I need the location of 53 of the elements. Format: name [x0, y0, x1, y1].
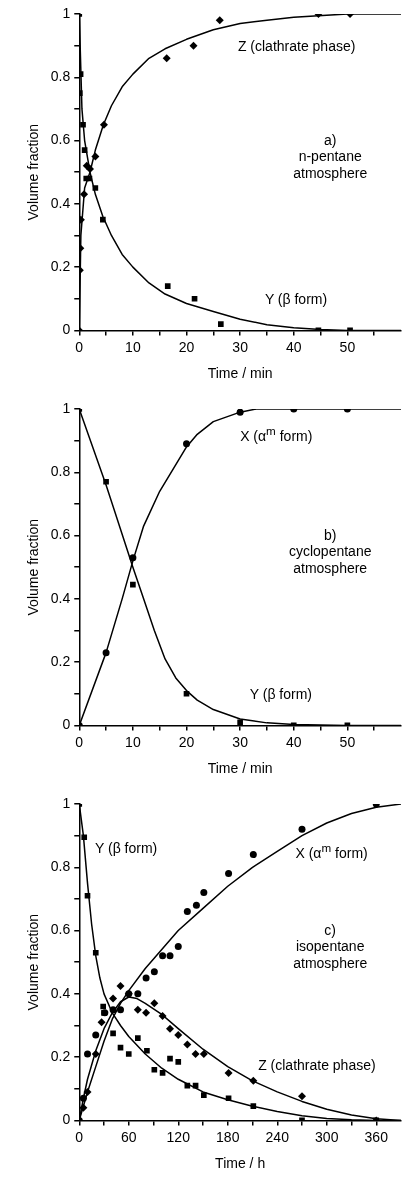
- x-tick-label: 50: [339, 733, 356, 750]
- y-tick-label: 0.4: [50, 984, 71, 1001]
- y-tick-label: 0.2: [50, 1047, 71, 1064]
- y-tick-label: 1: [62, 4, 71, 21]
- x-tick-label: 20: [178, 733, 195, 750]
- x-axis-title: Time / min: [207, 365, 273, 382]
- x-tick-label: 60: [120, 1128, 137, 1145]
- x-tick-label: 180: [216, 1128, 240, 1145]
- x-tick-label: 240: [265, 1128, 290, 1145]
- annotation: c) isopentane atmosphere: [293, 922, 368, 971]
- y-tick-label: 0.6: [50, 131, 71, 148]
- y-tick-label: 0.6: [50, 921, 71, 938]
- y-tick-label: 1: [62, 399, 71, 416]
- y-tick-label: 0: [62, 321, 71, 338]
- series-label: X (α$^{m}$ form): [240, 424, 313, 445]
- y-tick-label: 0.4: [50, 589, 71, 606]
- x-tick-label: 40: [285, 338, 302, 355]
- annotation: a) n-pentane atmosphere: [293, 132, 368, 181]
- y-tick-label: 0.4: [50, 194, 71, 211]
- x-tick-label: 50: [339, 338, 356, 355]
- y-axis-title: Volume fraction: [25, 518, 42, 616]
- x-tick-label: 0: [75, 1128, 84, 1145]
- x-tick-label: 0: [75, 338, 84, 355]
- x-axis-title: Time / min: [207, 760, 273, 777]
- series-label: Y (β form): [264, 290, 328, 307]
- x-tick-label: 120: [166, 1128, 191, 1145]
- series-label: Z (clathrate phase): [258, 1056, 376, 1074]
- x-tick-label: 300: [315, 1128, 339, 1145]
- series-label: Y (β form): [249, 685, 313, 702]
- y-axis-title: Volume fraction: [25, 123, 42, 221]
- y-tick-label: 0: [62, 716, 71, 733]
- series-label: X (α$^{m}$ form): [295, 841, 368, 862]
- y-tick-label: 0.8: [50, 463, 71, 480]
- x-tick-label: 20: [178, 338, 195, 355]
- y-tick-label: 0.6: [50, 526, 71, 543]
- x-tick-label: 30: [232, 338, 249, 355]
- y-axis-title: Volume fraction: [25, 913, 42, 1011]
- x-tick-label: 40: [285, 733, 302, 750]
- y-tick-label: 1: [62, 794, 71, 811]
- y-tick-label: 0.2: [50, 652, 71, 669]
- x-tick-label: 10: [125, 338, 141, 355]
- y-tick-label: 0.2: [50, 257, 71, 274]
- x-tick-label: 10: [125, 733, 141, 750]
- y-tick-label: 0.8: [50, 858, 71, 875]
- x-axis-title: Time / h: [215, 1155, 266, 1172]
- y-tick-label: 0.8: [50, 68, 71, 85]
- annotation: b) cyclopentane atmosphere: [288, 527, 372, 576]
- y-tick-label: 0: [62, 1111, 71, 1128]
- x-tick-label: 30: [232, 733, 249, 750]
- series-label: Y (β form): [95, 840, 158, 857]
- series-label: Z (clathrate phase): [237, 37, 356, 54]
- x-tick-label: 360: [364, 1128, 389, 1145]
- x-tick-label: 0: [75, 733, 84, 750]
